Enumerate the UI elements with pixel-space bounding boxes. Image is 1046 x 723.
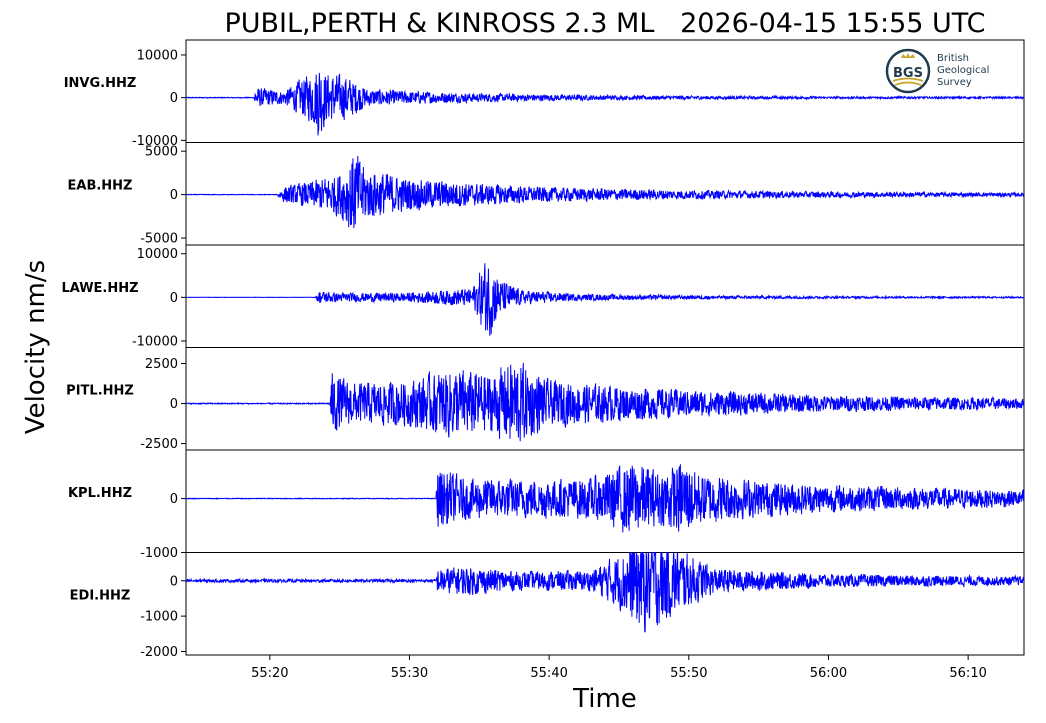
waveform-trace [185, 362, 1025, 442]
station-label: KPL.HHZ [68, 486, 132, 501]
panels-group: 100000-10000INVG.HHZ50000-5000EAB.HHZ100… [61, 39, 1025, 660]
panel-lawe-hhz: 10000 0 -10000 LAWE.HHZ [61, 244, 1025, 349]
x-tick-label: 55:40 [530, 666, 567, 681]
station-label: LAWE.HHZ [61, 281, 138, 296]
x-tick-label: 55:50 [670, 666, 707, 681]
bgs-logo-ring [885, 48, 931, 94]
y-tick-label: 0 [170, 291, 178, 306]
y-tick-label: -10000 [132, 134, 178, 149]
y-tick-label: 0 [170, 91, 178, 106]
x-tick-label: 55:30 [391, 666, 428, 681]
y-tick-label: 5000 [145, 145, 178, 160]
panel-kpl-hhz: 0 -1000 KPL.HHZ [68, 449, 1025, 561]
y-tick-label: 0 [170, 397, 178, 412]
bgs-logo-line2: Geological [937, 65, 989, 76]
bgs-logo: BGS British Geological Survey [885, 48, 989, 94]
y-tick-label: -10000 [132, 334, 178, 349]
x-tick-label: 56:00 [810, 666, 847, 681]
panel-eab-hhz: 5000 0 -5000 EAB.HHZ [68, 142, 1025, 247]
crown-icon [901, 53, 915, 58]
bgs-logo-abbr: BGS [893, 66, 923, 81]
y-tick-label: -2000 [140, 645, 178, 660]
panel-edi-hhz: 0 -1000 -2000 EDI.HHZ [70, 552, 1025, 660]
y-tick-label: 0 [170, 188, 178, 203]
y-tick-label: 0 [170, 492, 178, 507]
station-label: PITL.HHZ [66, 384, 134, 399]
y-tick-label: -1000 [140, 610, 178, 625]
y-tick-label: 2500 [145, 357, 178, 372]
waveform-trace [186, 155, 1025, 229]
panel-frame [185, 552, 1025, 656]
y-tick-label: -5000 [140, 232, 178, 247]
y-tick-label: 0 [170, 574, 178, 589]
x-axis: 55:20 55:30 55:40 55:50 56:00 56:10 [251, 655, 987, 681]
y-tick-label: -1000 [140, 546, 178, 561]
x-tick-label: 56:10 [949, 666, 986, 681]
chart-title: PUBIL,PERTH & KINROSS 2.3 ML 2026-04-15 … [224, 8, 985, 39]
x-tick-label: 55:20 [251, 666, 288, 681]
station-label: EDI.HHZ [70, 589, 131, 604]
station-label: EAB.HHZ [68, 179, 133, 194]
landscape-icon [892, 77, 924, 86]
panel-invg-hhz: 10000 0 -10000 INVG.HHZ [64, 39, 1025, 149]
waveform-trace [185, 464, 1025, 533]
x-axis-label: Time [572, 684, 637, 714]
bgs-logo-line3: Survey [937, 77, 972, 88]
y-axis-label: Velocity nm/s [21, 260, 51, 434]
panel-pitl-hhz: 2500 0 -2500 PITL.HHZ [66, 347, 1025, 452]
waveform-trace [185, 263, 1025, 336]
station-label: INVG.HHZ [64, 76, 137, 91]
y-tick-label: 10000 [137, 48, 178, 63]
bgs-logo-line1: British [937, 53, 969, 64]
y-tick-label: 10000 [137, 247, 178, 262]
y-tick-label: -2500 [140, 437, 178, 452]
waveform-trace [185, 72, 1025, 136]
waveform-trace [185, 552, 1025, 633]
